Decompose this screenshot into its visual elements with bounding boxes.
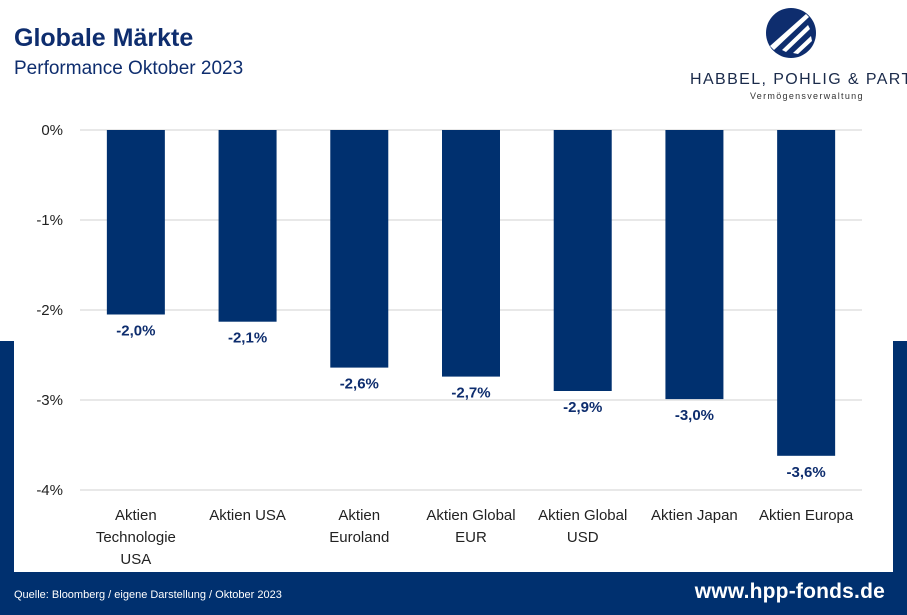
bar — [442, 130, 500, 377]
x-category-label-line: Euroland — [329, 529, 389, 546]
bar — [777, 130, 836, 456]
y-tick-label: -4% — [36, 482, 63, 499]
background-band-right — [893, 341, 907, 615]
x-category-label: Aktien Global EUR — [426, 507, 515, 546]
x-category-label-line: Aktien USA — [209, 507, 286, 524]
data-label: -2,7% — [451, 385, 490, 402]
logo-company-name: HABBEL, POHLIG & PARTNER — [690, 71, 907, 88]
company-logo: HABBEL, POHLIG & PARTNER Vermögensverwal… — [690, 8, 907, 104]
data-label: -3,6% — [787, 464, 826, 481]
bar — [106, 130, 165, 315]
x-category-label-line: Aktien Global — [538, 507, 627, 524]
data-label: -2,1% — [228, 330, 267, 347]
x-category-label-line: Aktien Europa — [759, 507, 854, 524]
website-link[interactable]: www.hpp-fonds.de — [694, 580, 885, 603]
bar — [330, 130, 389, 368]
background-band-left — [0, 341, 14, 615]
x-category-label-line: USD — [567, 529, 599, 546]
x-category-label: Aktien USA — [209, 507, 286, 524]
bar — [218, 130, 277, 322]
logo-tagline: Vermögensverwaltung — [750, 91, 864, 101]
data-label: -3,0% — [675, 407, 714, 424]
x-category-label: Aktien Euroland — [329, 507, 389, 546]
x-category-label: Aktien Japan — [651, 507, 738, 524]
x-category-label-line: Aktien Japan — [651, 507, 738, 524]
data-label: -2,0% — [116, 323, 155, 340]
bar — [553, 130, 612, 391]
x-category-label: Aktien Global USD — [538, 507, 627, 546]
x-category-label-line: Aktien — [338, 507, 380, 524]
x-category-label-line: Aktien Global — [426, 507, 515, 524]
hpp-logo-icon — [766, 8, 816, 58]
y-tick-label: 0% — [41, 122, 63, 139]
footer-bar — [0, 572, 907, 615]
data-label: -2,9% — [563, 399, 602, 416]
y-tick-label: -3% — [36, 392, 63, 409]
y-tick-label: -2% — [36, 302, 63, 319]
bar — [665, 130, 724, 400]
x-category-label: Aktien Europa — [759, 507, 854, 524]
page-title: Globale Märkte — [14, 24, 194, 52]
source-note: Quelle: Bloomberg / eigene Darstellung /… — [14, 589, 282, 601]
x-category-label-line: Technologie — [96, 529, 176, 546]
x-category-label-line: Aktien — [115, 507, 157, 524]
x-category-label: Aktien Technologie USA — [96, 507, 176, 568]
y-tick-label: -1% — [36, 212, 63, 229]
x-category-label-line: EUR — [455, 529, 487, 546]
x-category-label-line: USA — [120, 551, 151, 568]
page-subtitle: Performance Oktober 2023 — [14, 58, 244, 79]
data-label: -2,6% — [340, 376, 379, 393]
